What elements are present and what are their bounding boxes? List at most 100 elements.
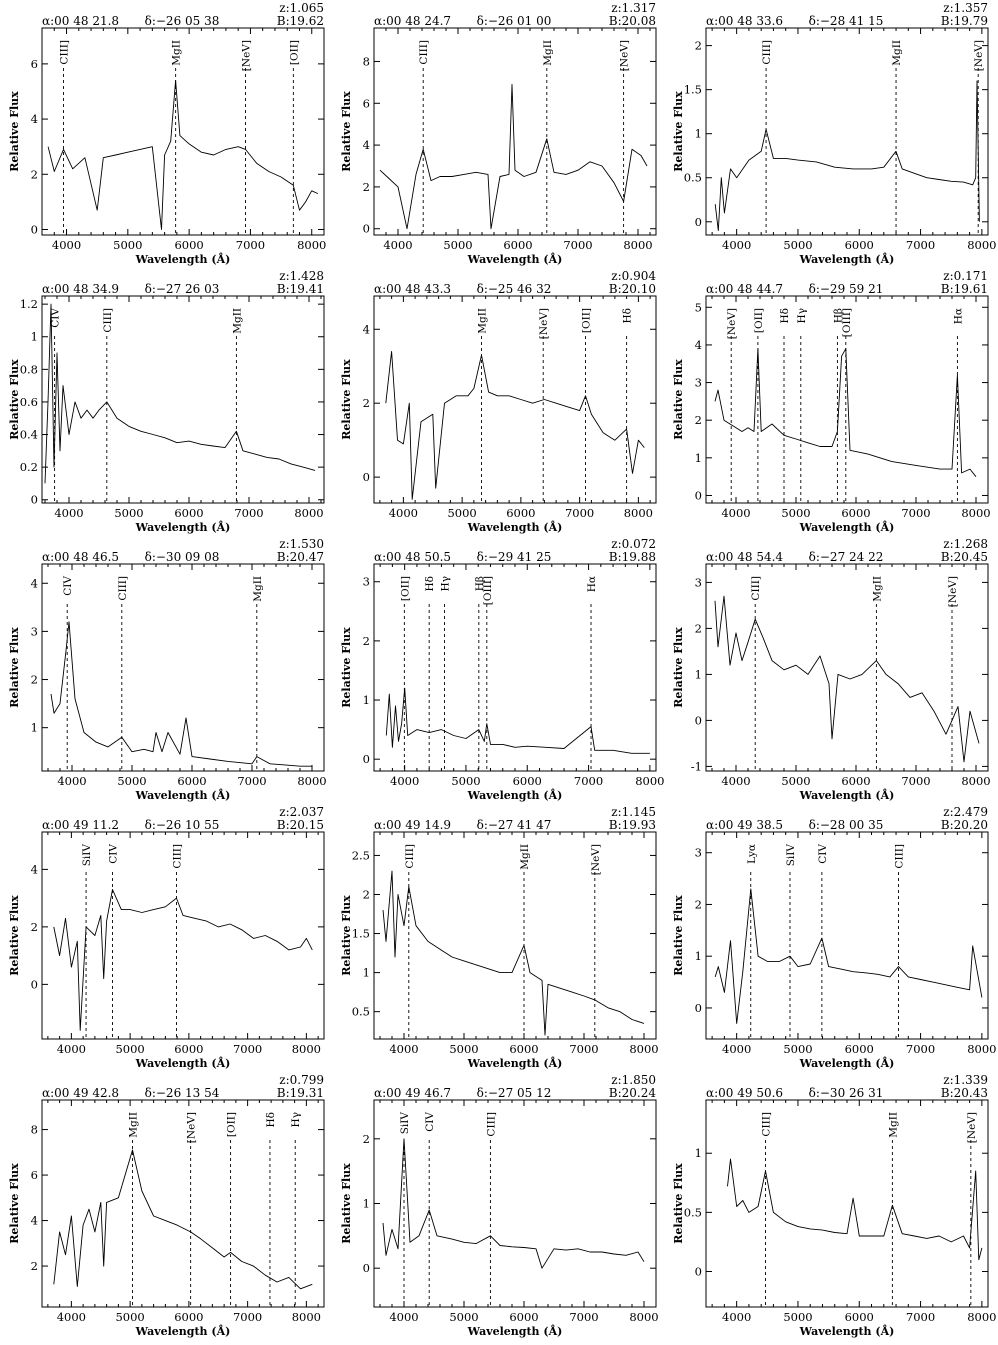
y-tick-label: 1 xyxy=(695,949,702,963)
plot-frame xyxy=(705,27,989,236)
y-tick-label: 1 xyxy=(31,721,38,735)
spectrum-line xyxy=(382,870,645,1036)
x-tick-label: 4000 xyxy=(389,1042,418,1056)
x-tick-label: 8000 xyxy=(297,774,326,788)
y-axis-label: Relative Flux xyxy=(672,359,685,440)
ra-label: α:00 49 11.2 xyxy=(42,818,119,832)
y-tick-label: 2 xyxy=(363,887,370,901)
line-marker-label: [OIII] xyxy=(482,576,494,605)
redshift-label: z:1.317 xyxy=(611,1,656,15)
bmag-label: B:20.15 xyxy=(277,818,324,832)
y-tick-label: 4 xyxy=(31,576,38,590)
x-tick-label: 8000 xyxy=(961,774,990,788)
spectrum-panel: z:0.904 α:00 48 43.3 δ:−25 46 32 B:20.10 400… xyxy=(340,269,657,534)
line-marker-label: Hα xyxy=(586,576,598,592)
spectrum-line xyxy=(53,889,313,1031)
dec-label: δ:−26 10 55 xyxy=(145,818,220,832)
ra-label: α:00 48 50.5 xyxy=(374,550,451,564)
x-tick-label: 7000 xyxy=(569,1042,598,1056)
line-marker-label: Hδ xyxy=(424,576,436,591)
redshift-label: z:1.145 xyxy=(611,805,656,819)
line-marker-label: MgII xyxy=(542,40,554,66)
line-marker-label: CIII] xyxy=(404,844,416,869)
redshift-label: z:1.850 xyxy=(611,1073,656,1087)
spectrum-panel: z:2.037 α:00 49 11.2 δ:−26 10 55 B:20.15 400… xyxy=(8,805,325,1070)
redshift-label: z:1.530 xyxy=(279,537,324,551)
x-tick-label: 7000 xyxy=(233,1042,262,1056)
x-tick-label: 8000 xyxy=(629,1310,658,1324)
x-axis-label: Wavelength (Å) xyxy=(135,520,231,534)
x-tick-label: 8000 xyxy=(635,774,664,788)
y-axis-label: Relative Flux xyxy=(672,91,685,172)
x-tick-label: 8000 xyxy=(624,506,653,520)
line-marker-label: Hα xyxy=(952,308,964,324)
x-tick-label: 8000 xyxy=(292,1042,321,1056)
x-axis-label: Wavelength (Å) xyxy=(799,520,895,534)
x-axis-label: Wavelength (Å) xyxy=(135,1056,231,1070)
y-tick-label: 0.5 xyxy=(352,1005,370,1019)
y-tick-label: 3 xyxy=(695,376,702,390)
plot-frame xyxy=(41,27,325,236)
line-marker-label: MgII xyxy=(127,1112,139,1138)
redshift-label: z:1.065 xyxy=(279,1,324,15)
ra-label: α:00 48 21.8 xyxy=(42,14,119,28)
redshift-label: z:1.268 xyxy=(943,537,988,551)
redshift-label: z:0.171 xyxy=(943,269,988,283)
line-marker-label: Hγ xyxy=(796,308,808,323)
x-tick-label: 6000 xyxy=(845,238,874,252)
y-axis-label: Relative Flux xyxy=(8,91,21,172)
y-tick-label: 4 xyxy=(695,338,702,352)
x-axis-label: Wavelength (Å) xyxy=(135,788,231,802)
line-marker-label: MgII xyxy=(871,576,883,602)
y-tick-label: 0 xyxy=(695,713,702,727)
x-axis-label: Wavelength (Å) xyxy=(467,520,563,534)
dec-label: δ:−27 26 03 xyxy=(145,282,220,296)
y-tick-label: 0.5 xyxy=(684,171,702,185)
y-tick-label: 0 xyxy=(363,752,370,766)
plot-frame xyxy=(373,27,657,236)
y-tick-label: 0 xyxy=(363,470,370,484)
y-tick-label: 0 xyxy=(31,977,38,991)
line-marker-label: CIV xyxy=(62,576,74,596)
y-tick-label: 5 xyxy=(695,300,702,314)
plot-frame xyxy=(41,831,325,1040)
y-tick-label: 0 xyxy=(363,1261,370,1275)
line-marker-label: [NeV] xyxy=(619,40,631,71)
spectrum-panel: z:1.850 α:00 49 46.7 δ:−27 05 12 B:20.24 400… xyxy=(340,1073,659,1338)
ra-label: α:00 48 33.6 xyxy=(706,14,783,28)
dec-label: δ:−30 09 08 xyxy=(145,550,220,564)
y-tick-label: 0 xyxy=(31,493,38,507)
y-tick-label: 0 xyxy=(363,222,370,236)
x-tick-label: 4000 xyxy=(57,774,86,788)
line-marker-label: [OII] xyxy=(399,576,411,601)
x-tick-label: 5000 xyxy=(114,506,143,520)
x-tick-label: 5000 xyxy=(783,1042,812,1056)
x-tick-label: 5000 xyxy=(449,1042,478,1056)
x-axis-label: Wavelength (Å) xyxy=(799,1056,895,1070)
y-tick-label: 1.2 xyxy=(20,297,38,311)
y-axis-label: Relative Flux xyxy=(8,359,21,440)
redshift-label: z:2.479 xyxy=(943,805,988,819)
x-tick-label: 6000 xyxy=(509,1042,538,1056)
dec-label: δ:−27 24 22 xyxy=(809,550,884,564)
line-marker-label: Hγ xyxy=(290,1112,302,1127)
plot-frame xyxy=(41,563,325,772)
x-tick-label: 6000 xyxy=(174,506,203,520)
line-marker-label: MgII xyxy=(252,576,264,602)
line-marker-label: [NeV] xyxy=(947,576,959,607)
x-tick-label: 5000 xyxy=(781,506,810,520)
spectrum-panel: z:1.065 α:00 48 21.8 δ:−26 05 38 B:19.62 400… xyxy=(8,1,326,266)
line-marker-label: MgII xyxy=(887,1112,899,1138)
y-tick-label: 1.5 xyxy=(684,83,702,97)
y-tick-label: 0 xyxy=(695,488,702,502)
line-marker-label: [NeV] xyxy=(726,308,738,339)
y-tick-label: 2 xyxy=(31,1259,38,1273)
dec-label: δ:−28 00 35 xyxy=(809,818,884,832)
y-tick-label: 6 xyxy=(363,96,370,110)
dec-label: δ:−29 41 25 xyxy=(477,550,552,564)
spectrum-line xyxy=(727,1158,983,1261)
ra-label: α:00 48 34.9 xyxy=(42,282,119,296)
y-tick-label: 1 xyxy=(695,451,702,465)
line-marker-label: MgII xyxy=(231,308,243,334)
x-tick-label: 6000 xyxy=(513,774,542,788)
